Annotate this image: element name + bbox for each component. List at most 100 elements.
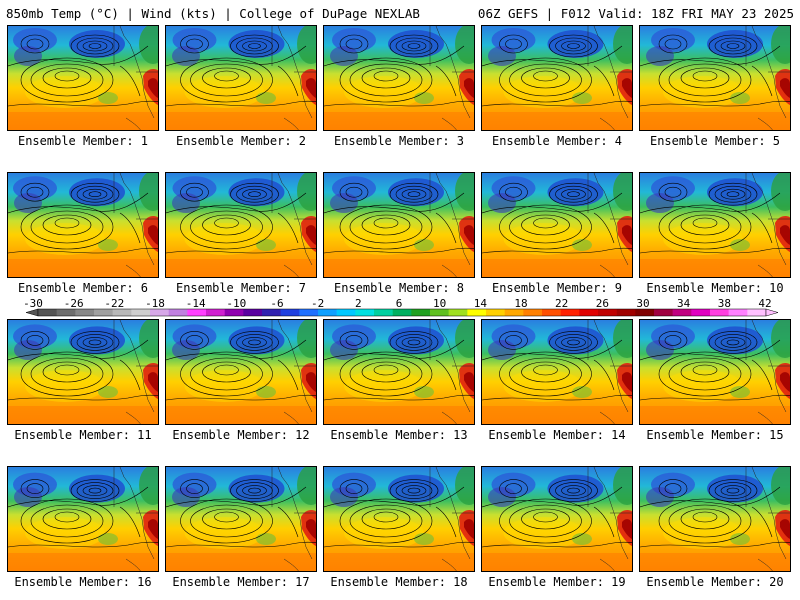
- colorbar-tick-label: 10: [433, 298, 446, 310]
- ensemble-member-label: Ensemble Member: 16: [14, 575, 152, 589]
- ensemble-member-map: [165, 172, 317, 278]
- ensemble-member-map: [165, 319, 317, 425]
- ensemble-member-label: Ensemble Member: 12: [172, 428, 310, 442]
- ensemble-member-map: [7, 319, 159, 425]
- colorbar-tick-label: -14: [186, 298, 206, 310]
- colorbar-segment: [299, 309, 319, 316]
- colorbar-tick-label: -22: [104, 298, 124, 310]
- colorbar-segment: [168, 309, 188, 316]
- colorbar-tick-label: -10: [226, 298, 246, 310]
- colorbar-segment: [336, 309, 356, 316]
- ensemble-member-map: [165, 466, 317, 572]
- colorbar-segment: [411, 309, 431, 316]
- ensemble-member-label: Ensemble Member: 11: [14, 428, 152, 442]
- colorbar-segment: [38, 309, 57, 316]
- ensemble-member-label: Ensemble Member: 10: [646, 281, 784, 295]
- ensemble-member-map: [7, 466, 159, 572]
- colorbar-segment: [523, 309, 543, 316]
- model-run-info: 06Z GEFS | F012 Valid: 18Z FRI MAY 23 20…: [477, 6, 794, 21]
- colorbar-segment: [654, 309, 673, 316]
- colorbar-segment: [56, 309, 76, 316]
- colorbar-tick-label: 34: [677, 298, 691, 310]
- colorbar-tick-label: 26: [596, 298, 609, 310]
- colorbar-tick-label: 42: [758, 298, 771, 310]
- colorbar-tick-label: -2: [311, 298, 324, 310]
- ensemble-member-map: [639, 25, 791, 131]
- colorbar-segment: [374, 309, 393, 316]
- ensemble-member-label: Ensemble Member: 18: [330, 575, 468, 589]
- colorbar-segment: [243, 309, 263, 316]
- ensemble-member-label: Ensemble Member: 15: [646, 428, 784, 442]
- ensemble-member-map: [639, 319, 791, 425]
- colorbar-segment: [672, 309, 692, 316]
- ensemble-member-label: Ensemble Member: 2: [175, 134, 307, 148]
- ensemble-member-label: Ensemble Member: 6: [17, 281, 149, 295]
- colorbar-segment: [542, 309, 561, 316]
- colorbar-segment: [486, 309, 505, 316]
- colorbar-segment: [224, 309, 244, 316]
- colorbar-tick-label: -26: [64, 298, 84, 310]
- colorbar-tick-label: 2: [355, 298, 362, 310]
- colorbar-segment: [187, 309, 207, 316]
- colorbar-segment: [635, 309, 655, 316]
- ensemble-member-label: Ensemble Member: 14: [488, 428, 626, 442]
- colorbar-segment: [728, 309, 748, 316]
- colorbar-segment: [206, 309, 225, 316]
- colorbar-tick-label: 6: [396, 298, 403, 310]
- colorbar-segment: [579, 309, 599, 316]
- colorbar-segment: [262, 309, 281, 316]
- colorbar-segment: [710, 309, 729, 316]
- ensemble-member-map: [639, 466, 791, 572]
- colorbar-segment: [691, 309, 711, 316]
- ensemble-member-map: [323, 466, 475, 572]
- ensemble-member-map: [481, 172, 633, 278]
- temperature-colorbar: -30 -26 -22 -18 -14 -10 -6 -2 2 6 10 14 18 22 26 30 34 38…: [23, 298, 779, 317]
- ensemble-member-label: Ensemble Member: 5: [649, 134, 781, 148]
- colorbar-segment: [448, 309, 468, 316]
- colorbar-segment: [467, 309, 487, 316]
- ensemble-member-label: Ensemble Member: 20: [646, 575, 784, 589]
- colorbar-tick-label: 18: [514, 298, 527, 310]
- colorbar-segment: [131, 309, 151, 316]
- ensemble-member-label: Ensemble Member: 9: [491, 281, 623, 295]
- ensemble-member-map: [323, 25, 475, 131]
- colorbar-segment: [355, 309, 375, 316]
- ensemble-member-map: [165, 25, 317, 131]
- colorbar-tick-label: 14: [474, 298, 488, 310]
- ensemble-member-label: Ensemble Member: 4: [491, 134, 623, 148]
- colorbar-segment: [392, 309, 412, 316]
- ensemble-member-map: [481, 25, 633, 131]
- colorbar-segment: [280, 309, 300, 316]
- ensemble-member-map: [7, 172, 159, 278]
- colorbar-segment: [112, 309, 132, 316]
- ensemble-member-label: Ensemble Member: 1: [17, 134, 149, 148]
- ensemble-member-label: Ensemble Member: 3: [333, 134, 465, 148]
- ensemble-member-map: [323, 319, 475, 425]
- colorbar-segment: [560, 309, 580, 316]
- ensemble-member-map: [481, 319, 633, 425]
- colorbar-segment: [747, 309, 767, 316]
- ensemble-member-label: Ensemble Member: 19: [488, 575, 626, 589]
- colorbar-min-arrow: [25, 308, 39, 317]
- colorbar-segment: [150, 309, 169, 316]
- ensemble-member-map: [639, 172, 791, 278]
- colorbar-tick-label: 22: [555, 298, 568, 310]
- ensemble-member-map: [7, 25, 159, 131]
- colorbar-tick-label: 30: [636, 298, 649, 310]
- ensemble-member-map: [323, 172, 475, 278]
- ensemble-member-map: [481, 466, 633, 572]
- colorbar-segment: [616, 309, 636, 316]
- colorbar-tick-label: -30: [23, 298, 43, 310]
- colorbar-tick-label: -18: [145, 298, 165, 310]
- colorbar-max-arrow: [765, 308, 779, 317]
- colorbar-segment: [598, 309, 617, 316]
- colorbar-tick-label: -6: [270, 298, 283, 310]
- colorbar-tick-label: 38: [718, 298, 731, 310]
- colorbar-segment: [318, 309, 337, 316]
- colorbar-segment: [94, 309, 113, 316]
- colorbar-segment: [75, 309, 95, 316]
- ensemble-member-label: Ensemble Member: 7: [175, 281, 307, 295]
- ensemble-member-label: Ensemble Member: 13: [330, 428, 468, 442]
- map-title: 850mb Temp (°C) | Wind (kts) | College o…: [6, 6, 420, 21]
- ensemble-member-label: Ensemble Member: 8: [333, 281, 465, 295]
